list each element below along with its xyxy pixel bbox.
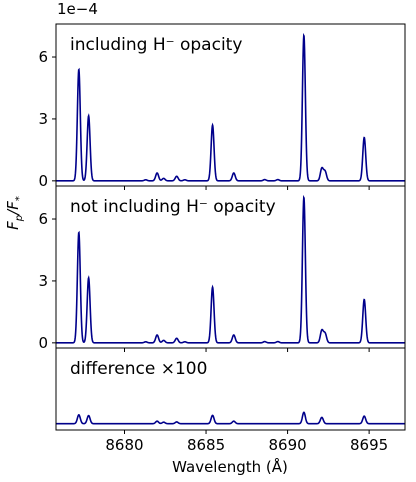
x-tick-label-2: 8690 <box>268 436 306 454</box>
axes-frame-3 <box>55 347 406 431</box>
y-axis-label-main: F <box>4 221 22 230</box>
offset-text: 1e−4 <box>57 0 98 18</box>
panel-annotation-3: difference ×100 <box>70 359 207 379</box>
x-tick-label-1: 8685 <box>187 436 225 454</box>
y-axis-label-main-sub: p <box>14 215 25 222</box>
x-axis-label: Wavelength (Å) <box>172 457 288 476</box>
svg-text:Fp/F*: Fp/F* <box>4 196 25 230</box>
y-axis-label-sep-sub: * <box>14 196 25 201</box>
y-tick-label-2-2: 6 <box>38 210 48 228</box>
spectrum-line-3 <box>56 411 405 425</box>
panel-1: 0 3 6 including H⁻ opacity <box>38 23 406 190</box>
panel-3: 8680 8685 8690 8695 difference ×100 <box>55 347 406 454</box>
y-tick-label-1-1: 3 <box>38 110 48 128</box>
y-tick-label-2-1: 3 <box>38 272 48 290</box>
panels: 0 3 6 including H⁻ opacity 0 3 6 not including … <box>38 23 406 454</box>
y-axis-label-sep: /F <box>4 201 22 217</box>
spectrum-line-1 <box>56 32 405 182</box>
panel-annotation-2: not including H⁻ opacity <box>70 197 276 217</box>
panel-annotation-1: including H⁻ opacity <box>70 35 242 55</box>
y-axis-label: Fp/F* <box>4 196 25 230</box>
y-tick-label-1-0: 0 <box>38 172 48 190</box>
y-tick-label-2-0: 0 <box>38 334 48 352</box>
x-tick-label-0: 8680 <box>105 436 143 454</box>
y-tick-label-1-2: 6 <box>38 48 48 66</box>
spectrum-line-2 <box>56 194 405 344</box>
panel-2: 0 3 6 not including H⁻ opacity <box>38 185 406 352</box>
x-tick-label-3: 8695 <box>350 436 388 454</box>
